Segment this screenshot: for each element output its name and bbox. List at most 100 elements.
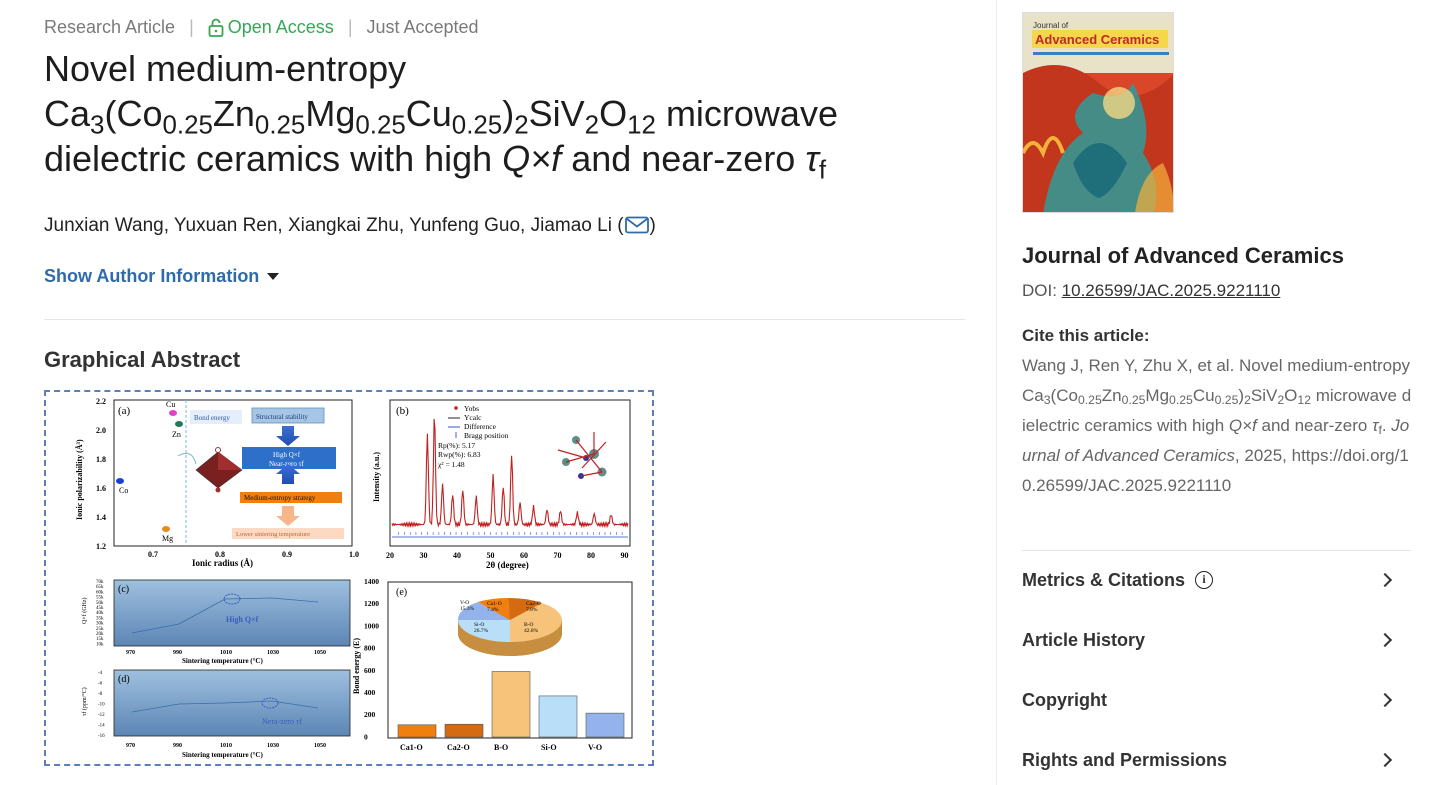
copyright-label: Copyright — [1022, 689, 1107, 710]
show-author-info-toggle[interactable]: Show Author Information — [44, 266, 280, 287]
divider — [1022, 550, 1411, 551]
panel-d-ytick: -4 — [98, 671, 103, 676]
doi-link[interactable]: 10.26599/JAC.2025.9221110 — [1061, 281, 1281, 300]
panel-b-xtick: 70 — [554, 551, 562, 560]
metrics-citations-item[interactable]: Metrics & Citations i — [1022, 560, 1412, 600]
pie-slice-pct: 7.4% — [487, 607, 499, 613]
journal-cover-image[interactable]: Journal of Advanced Ceramics — [1022, 12, 1174, 213]
legend-bragg: Bragg position — [464, 431, 509, 440]
email-icon[interactable] — [624, 216, 649, 240]
panel-a-ytick: 1.8 — [96, 455, 106, 464]
panel-d-ytick: -6 — [98, 682, 103, 687]
panel-c-annotation: High Q×f — [226, 615, 259, 624]
panel-a-ytick: 1.6 — [96, 484, 106, 493]
panel-c-xtick: 1030 — [267, 650, 279, 656]
stat-rp: Rp(%): 5.17 — [438, 441, 475, 450]
panel-e-ytick: 800 — [364, 644, 376, 653]
open-access-badge: Open Access — [208, 17, 334, 38]
panel-c-ytick: 30k — [96, 622, 104, 627]
panel-a-label: (a) — [118, 405, 131, 417]
flow-medium-entropy: Medium-entropy strategy — [244, 494, 316, 502]
panel-a-xtick: 0.7 — [148, 550, 158, 559]
journal-name: Journal of Advanced Ceramics — [1022, 243, 1344, 268]
panel-d-xtick: 1050 — [314, 743, 326, 749]
panel-e-ytick: 1000 — [364, 621, 379, 630]
flow-near-zero-tf: Near-zero τf — [269, 460, 304, 468]
panel-c-ytick: 35k — [96, 616, 104, 621]
panel-a-xtick: 1.0 — [349, 550, 359, 559]
panel-e-bar — [397, 724, 437, 738]
panel-d-ytick: -16 — [98, 734, 105, 739]
panel-e-bar — [585, 712, 625, 738]
flow-bond-energy: Bond energy — [194, 414, 230, 422]
panel-e-ytick: 1200 — [364, 599, 379, 608]
panel-b-xtick: 50 — [487, 551, 495, 560]
panel-b-label: (b) — [396, 405, 409, 417]
panel-a-point-label: Cu — [166, 400, 175, 409]
panel-a-point — [175, 421, 183, 427]
panel-e-bar — [538, 695, 578, 738]
panel-a-ylabel: Ionic polarizability (Å³) — [75, 439, 84, 520]
separator: | — [189, 17, 194, 37]
article-type: Research Article — [44, 17, 176, 37]
graphical-abstract-figure[interactable]: (a) Ionic polarizability (Å³) Ionic radi… — [44, 390, 654, 766]
info-icon[interactable]: i — [1195, 571, 1214, 589]
panel-c-xtick: 1050 — [314, 650, 326, 656]
pie-slice-label: Ca1-O — [487, 601, 502, 607]
cite-label: Cite this article: — [1022, 326, 1150, 345]
panel-c-label: (c) — [118, 584, 129, 595]
panel-e-ytick: 200 — [364, 710, 376, 719]
caret-down-icon — [267, 273, 280, 280]
stat-chi2: χ² = 1.48 — [438, 460, 465, 469]
panel-d-ytick: -12 — [98, 713, 105, 718]
panel-c-ytick: 20k — [96, 632, 104, 637]
chevron-right-icon — [1377, 692, 1393, 708]
article-history-item[interactable]: Article History — [1022, 620, 1412, 660]
flow-high-qf: High Q×f — [273, 451, 301, 459]
flow-lower-sintering: Lower sintering temperature — [236, 531, 310, 538]
panel-c-xtick: 990 — [173, 650, 182, 656]
pie-slice-label: Si-O — [474, 622, 484, 628]
open-access-label: Open Access — [227, 17, 334, 37]
article-status: Just Accepted — [366, 17, 479, 37]
panel-d-ytick: -14 — [98, 724, 105, 729]
panel-a-ytick: 2.0 — [96, 426, 106, 435]
legend-yobs: Yobs — [464, 404, 479, 413]
panel-a-point — [116, 478, 124, 484]
chevron-right-icon — [1377, 632, 1393, 648]
divider — [44, 319, 965, 320]
panel-b-xtick: 60 — [520, 551, 528, 560]
cover-journal-big: Advanced Ceramics — [1035, 32, 1159, 47]
doi: DOI: 10.26599/JAC.2025.9221110 — [1022, 281, 1281, 300]
panel-e-bar — [491, 671, 531, 738]
rights-permissions-item[interactable]: Rights and Permissions — [1022, 740, 1412, 780]
panel-e-xlabel: Ca2-O — [447, 743, 470, 752]
panel-e-ytick: 400 — [364, 688, 376, 697]
legend-ycalc: Ycalc — [464, 413, 482, 422]
panel-c-ytick: 55k — [96, 596, 104, 601]
panel-e-xlabel: Ca1-O — [400, 743, 423, 752]
panel-c-ytick: 70k — [96, 580, 104, 585]
unlock-icon — [208, 18, 224, 37]
separator: | — [347, 17, 353, 37]
panel-d-ylabel: τf (ppm/°C) — [81, 687, 88, 716]
article-history-label: Article History — [1022, 629, 1146, 650]
panel-c-xtick: 1010 — [220, 650, 232, 656]
panel-a-point-label: Mg — [162, 534, 173, 543]
cover-journal-small: Journal of — [1033, 21, 1069, 30]
panel-c-ytick: 45k — [96, 606, 104, 611]
copyright-item[interactable]: Copyright — [1022, 680, 1412, 720]
panel-c-xtick: 970 — [126, 650, 135, 656]
panel-c-ytick: 10k — [96, 642, 104, 647]
panel-b-xtick: 30 — [420, 551, 428, 560]
pie-slice-pct: 15.3% — [460, 606, 475, 612]
panel-b: (b) Intensity (a.u.) 2θ (degree) 20 30 40 5… — [372, 399, 631, 570]
pie-slice-pct: 7.8% — [526, 607, 538, 613]
citation-text: Wang J, Ren Y, Zhu X, et al. Novel mediu… — [1022, 356, 1412, 495]
panel-c-ytick: 25k — [96, 627, 104, 632]
panel-e-label: (e) — [396, 587, 407, 598]
metrics-citations-label: Metrics & Citations — [1022, 569, 1186, 590]
chevron-right-icon — [1377, 572, 1393, 588]
panel-b-xtick: 20 — [386, 551, 394, 560]
panel-a-ytick: 2.2 — [96, 397, 106, 406]
